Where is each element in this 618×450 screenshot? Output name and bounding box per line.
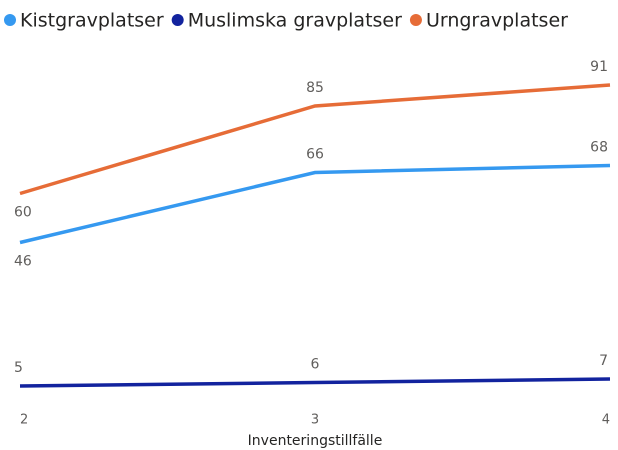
data-label: 46	[14, 254, 32, 270]
series-line	[19, 163, 611, 245]
x-tick-label: 3	[311, 413, 319, 428]
data-label: 68	[590, 140, 608, 156]
data-label: 91	[590, 59, 608, 75]
legend-label: Urngravplatser	[426, 10, 568, 32]
data-label: 60	[14, 205, 32, 221]
data-label: 85	[306, 80, 324, 96]
legend-marker	[171, 14, 184, 26]
data-label: 5	[14, 360, 23, 376]
legend-marker	[4, 14, 16, 26]
data-label: 7	[599, 353, 608, 369]
legend-label: Muslimska gravplatser	[188, 10, 402, 32]
series-line	[19, 377, 611, 388]
x-tick-label: 4	[602, 413, 610, 428]
x-tick-label: 2	[20, 413, 28, 428]
legend-marker	[409, 14, 422, 26]
data-label: 66	[306, 147, 324, 163]
series-line	[19, 83, 611, 196]
x-axis-title: Inventeringstillfälle	[248, 433, 383, 449]
data-label: 6	[311, 357, 320, 373]
legend-label: Kistgravplatser	[20, 10, 164, 32]
